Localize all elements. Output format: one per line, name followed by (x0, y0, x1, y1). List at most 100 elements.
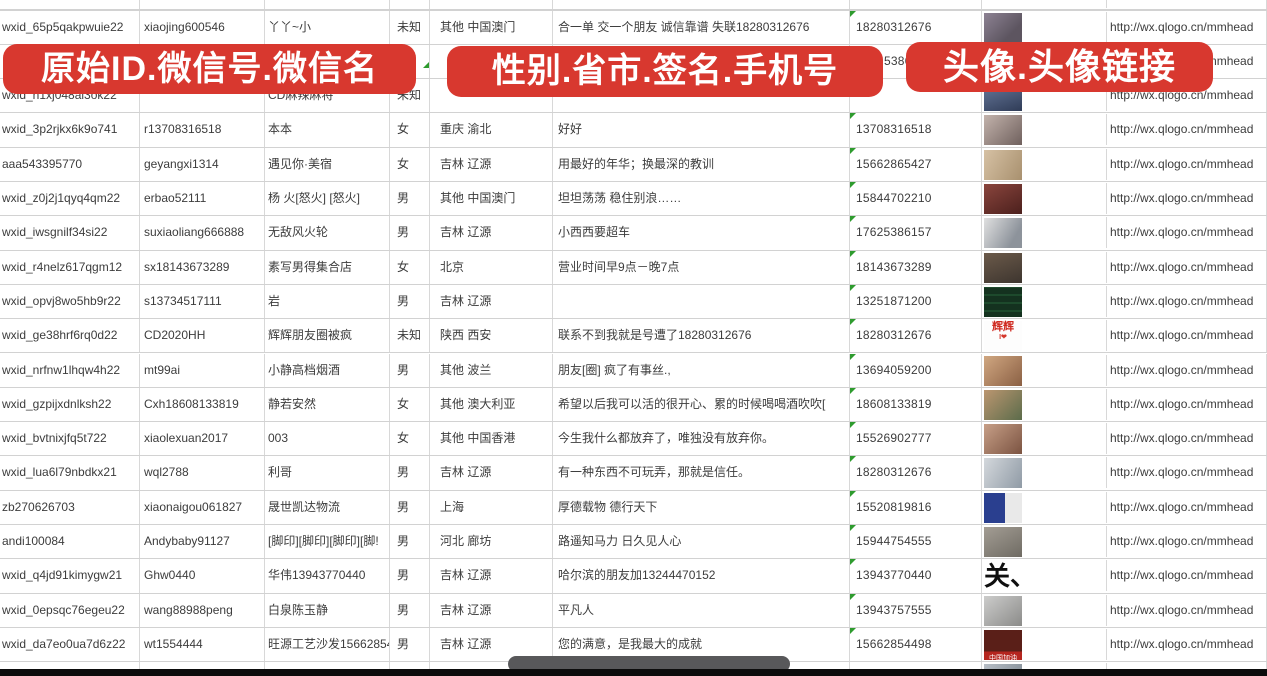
cell-gender[interactable]: 男 (390, 353, 430, 387)
cell-name[interactable]: 辉辉朋友圈被疯 (265, 319, 390, 353)
cell-avatar[interactable] (982, 354, 1107, 386)
cell-gender[interactable]: 未知 (390, 319, 430, 353)
cell-wxid[interactable]: wxid_da7eo0ua7d6z22 (0, 627, 140, 662)
cell-weixin_id[interactable]: geyangxi1314 (140, 147, 265, 181)
cell-gender[interactable]: 男 (390, 284, 430, 319)
cell-signature[interactable]: 营业时间早9点－晚7点 (553, 250, 850, 284)
cell-name[interactable]: 遇见你·美宿 (265, 147, 390, 181)
cell-region[interactable]: 吉林 辽源 (430, 627, 553, 662)
cell-region[interactable]: 吉林 辽源 (430, 456, 553, 490)
cell-gender[interactable] (390, 44, 430, 79)
cell-link[interactable]: http://wx.qlogo.cn/mmhead (1107, 525, 1267, 559)
cell-gender[interactable]: 未知 (390, 10, 430, 44)
cell-phone[interactable]: 13251871200 (850, 284, 982, 319)
cell-name[interactable] (265, 0, 390, 10)
cell-phone[interactable]: 15944754555 (850, 525, 982, 559)
cell-name[interactable]: 白泉陈玉静 (265, 593, 390, 627)
cell-phone[interactable]: 18143673289 (850, 250, 982, 284)
cell-avatar[interactable] (982, 457, 1107, 489)
cell-weixin_id[interactable]: s13734517111 (140, 284, 265, 319)
cell-avatar[interactable] (982, 285, 1107, 317)
cell-avatar[interactable] (982, 423, 1107, 455)
cell-region[interactable]: 重庆 渝北 (430, 113, 553, 147)
cell-region[interactable]: 吉林 辽源 (430, 147, 553, 181)
cell-avatar[interactable]: 辉辉 I❤ (982, 320, 1107, 352)
cell-weixin_id[interactable]: Andybaby91127 (140, 525, 265, 559)
cell-phone[interactable]: 13694059200 (850, 353, 982, 387)
cell-signature[interactable] (553, 0, 850, 10)
cell-avatar[interactable] (982, 388, 1107, 420)
cell-name[interactable]: 岩 (265, 284, 390, 319)
cell-gender[interactable]: 男 (390, 182, 430, 216)
cell-phone[interactable] (850, 79, 982, 113)
cell-phone[interactable]: 18608133819 (850, 387, 982, 422)
cell-wxid[interactable]: wxid_opvj8wo5hb9r22 (0, 284, 140, 319)
cell-region[interactable] (430, 0, 553, 10)
cell-link[interactable]: http://wx.qlogo.cn/mmhead (1107, 147, 1267, 181)
cell-signature[interactable]: 好好 (553, 113, 850, 147)
cell-region[interactable]: 北京 (430, 250, 553, 284)
cell-link[interactable]: http://wx.qlogo.cn/mmhead (1107, 387, 1267, 422)
cell-weixin_id[interactable]: wang88988peng (140, 593, 265, 627)
cell-signature[interactable]: 用最好的年华；换最深的教训 (553, 147, 850, 181)
cell-phone[interactable]: 18280312676 (850, 456, 982, 490)
cell-weixin_id[interactable]: xiaonaigou061827 (140, 490, 265, 524)
cell-gender[interactable]: 女 (390, 387, 430, 422)
cell-gender[interactable]: 男 (390, 525, 430, 559)
cell-name[interactable]: 旺源工艺沙发15662854 (265, 627, 390, 662)
cell-weixin_id[interactable]: mt99ai (140, 353, 265, 387)
cell-name[interactable]: 素写男得集合店 (265, 250, 390, 284)
cell-wxid[interactable]: wxid_r4nelz617qgm12 (0, 250, 140, 284)
cell-phone[interactable] (850, 0, 982, 10)
cell-link[interactable]: http://wx.qlogo.cn/mmhead (1107, 627, 1267, 662)
cell-region[interactable]: 上海 (430, 490, 553, 524)
cell-weixin_id[interactable]: Cxh18608133819 (140, 387, 265, 422)
cell-gender[interactable]: 女 (390, 422, 430, 456)
cell-signature[interactable]: 路遥知马力 日久见人心 (553, 525, 850, 559)
cell-weixin_id[interactable]: r13708316518 (140, 113, 265, 147)
cell-link[interactable]: http://wx.qlogo.cn/mmhead (1107, 593, 1267, 627)
cell-weixin_id[interactable]: wql2788 (140, 456, 265, 490)
cell-phone[interactable]: 15662854498 (850, 627, 982, 662)
cell-wxid[interactable]: wxid_3p2rjkx6k9o741 (0, 113, 140, 147)
cell-phone[interactable]: 17625386157 (850, 216, 982, 250)
cell-wxid[interactable]: zb270626703 (0, 490, 140, 524)
cell-wxid[interactable]: wxid_0epsqc76egeu22 (0, 593, 140, 627)
cell-name[interactable]: [脚印][脚印][脚印][脚! (265, 525, 390, 559)
cell-region[interactable]: 其他 中国澳门 (430, 10, 553, 44)
cell-name[interactable]: 华伟13943770440 (265, 559, 390, 593)
cell-gender[interactable]: 男 (390, 216, 430, 250)
cell-name[interactable]: 静若安然 (265, 387, 390, 422)
cell-weixin_id[interactable]: erbao52111 (140, 182, 265, 216)
cell-phone[interactable]: 13943770440 (850, 559, 982, 593)
cell-wxid[interactable]: wxid_z0j2j1qyq4qm22 (0, 182, 140, 216)
cell-wxid[interactable]: aaa543395770 (0, 147, 140, 181)
cell-phone[interactable]: 18280312676 (850, 10, 982, 44)
cell-avatar[interactable] (982, 148, 1107, 180)
cell-weixin_id[interactable]: xiaolexuan2017 (140, 422, 265, 456)
cell-wxid[interactable]: andi100084 (0, 525, 140, 559)
cell-region[interactable]: 其他 澳大利亚 (430, 387, 553, 422)
cell-avatar[interactable] (982, 11, 1107, 43)
cell-weixin_id[interactable]: wt1554444 (140, 627, 265, 662)
cell-region[interactable]: 吉林 辽源 (430, 593, 553, 627)
cell-signature[interactable]: 哈尔滨的朋友加13244470152 (553, 559, 850, 593)
cell-avatar[interactable] (982, 183, 1107, 214)
cell-wxid[interactable]: wxid_iwsgnilf34si22 (0, 216, 140, 250)
cell-gender[interactable]: 男 (390, 627, 430, 662)
cell-wxid[interactable] (0, 0, 140, 10)
cell-avatar[interactable] (982, 491, 1107, 523)
cell-name[interactable]: 丫丫~小 (265, 10, 390, 44)
cell-gender[interactable] (390, 0, 430, 10)
cell-avatar[interactable] (982, 114, 1107, 146)
cell-weixin_id[interactable]: Ghw0440 (140, 559, 265, 593)
cell-avatar[interactable] (982, 0, 1107, 8)
cell-region[interactable]: 吉林 辽源 (430, 216, 553, 250)
cell-link[interactable]: http://wx.qlogo.cn/mmhead (1107, 216, 1267, 250)
cell-name[interactable]: 003 (265, 422, 390, 456)
cell-phone[interactable]: 15844702210 (850, 182, 982, 216)
cell-name[interactable]: 小静高档烟酒 (265, 353, 390, 387)
cell-wxid[interactable]: wxid_65p5qakpwuie22 (0, 10, 140, 44)
cell-gender[interactable]: 女 (390, 147, 430, 181)
cell-link[interactable]: http://wx.qlogo.cn/mmhead (1107, 10, 1267, 44)
